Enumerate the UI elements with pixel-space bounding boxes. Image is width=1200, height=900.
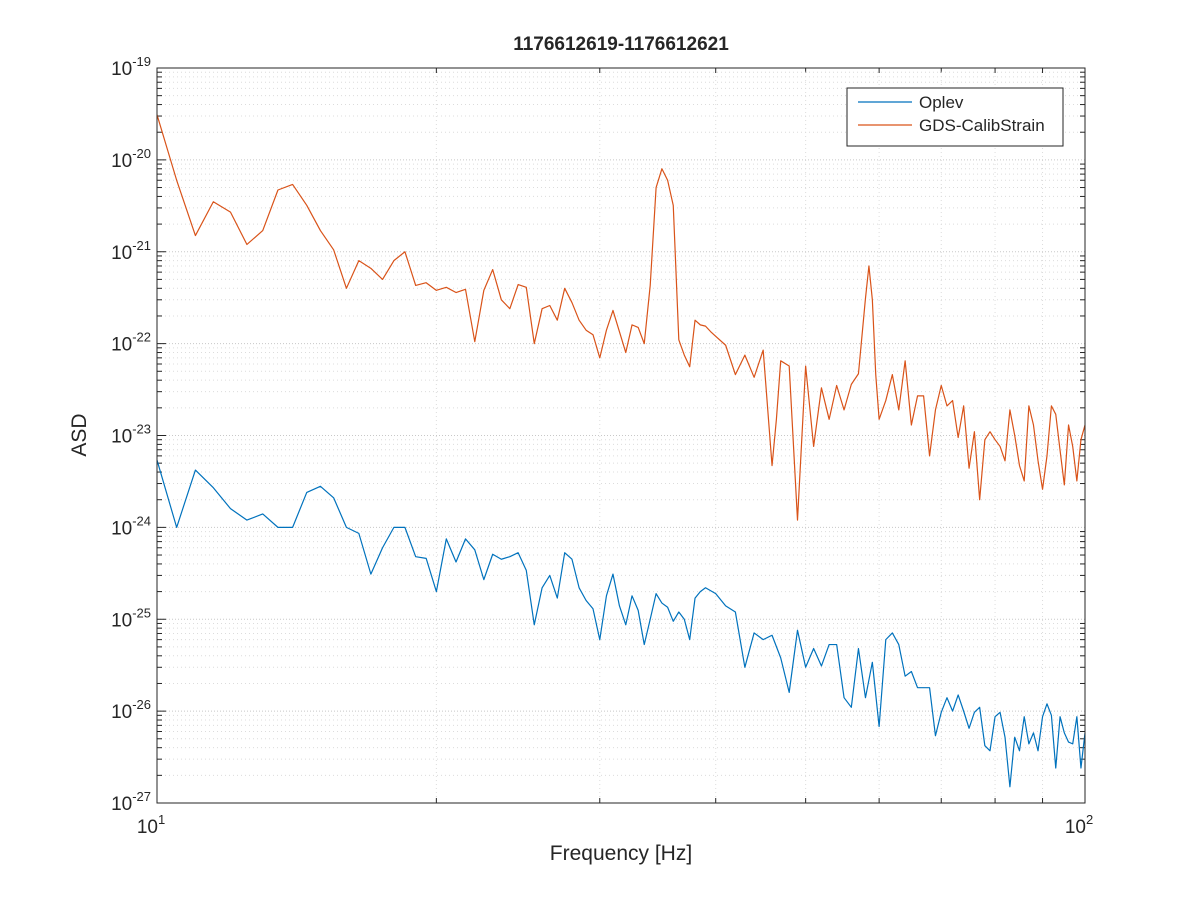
y-tick-label-exponent: -22 <box>132 330 151 345</box>
y-tick-label: 10-23 <box>111 422 151 448</box>
y-tick-label-exponent: -20 <box>132 146 151 161</box>
x-tick-label: 102 <box>1065 812 1093 838</box>
y-tick-label: 10-19 <box>111 54 151 80</box>
y-tick-label-exponent: -21 <box>132 238 151 253</box>
x-tick-label-exponent: 1 <box>158 812 165 827</box>
y-tick-label-exponent: -26 <box>132 697 151 712</box>
y-tick-label: 10-21 <box>111 238 151 264</box>
y-tick-label: 10-22 <box>111 330 151 356</box>
y-tick-label: 10-24 <box>111 513 151 539</box>
y-tick-label-base: 10 <box>111 518 132 539</box>
y-tick-label-exponent: -25 <box>132 605 151 620</box>
legend-label: GDS-CalibStrain <box>919 116 1045 135</box>
series-line <box>156 459 1086 788</box>
x-tick-label-base: 10 <box>1065 817 1086 838</box>
y-tick-label-base: 10 <box>111 243 132 264</box>
axes-box <box>156 67 1086 804</box>
x-axis-label: Frequency [Hz] <box>550 842 692 865</box>
y-tick-label-exponent: -19 <box>132 54 151 69</box>
legend: Oplev GDS-CalibStrain <box>846 87 1064 147</box>
y-tick-label: 10-26 <box>111 697 151 723</box>
y-tick-label-base: 10 <box>111 427 132 448</box>
legend-label: Oplev <box>919 93 964 112</box>
series-line <box>156 114 1086 521</box>
y-tick-label-base: 10 <box>111 794 132 815</box>
y-tick-label-base: 10 <box>111 335 132 356</box>
y-tick-label: 10-20 <box>111 146 151 172</box>
y-tick-label-base: 10 <box>111 702 132 723</box>
y-axis-label: ASD <box>68 413 91 456</box>
y-tick-label-exponent: -23 <box>132 422 151 437</box>
y-tick-label-exponent: -27 <box>132 789 151 804</box>
y-tick-label: 10-25 <box>111 605 151 631</box>
labels: 10-2710-2610-2510-2410-2310-2210-2110-20… <box>111 54 1093 838</box>
y-tick-label-base: 10 <box>111 610 132 631</box>
y-tick-label: 10-27 <box>111 789 151 815</box>
plot-area <box>156 114 1086 788</box>
chart-title: 1176612619-1176612621 <box>513 34 729 55</box>
y-tick-label-exponent: -24 <box>132 513 151 528</box>
y-tick-label-base: 10 <box>111 59 132 80</box>
x-tick-label-base: 10 <box>137 817 158 838</box>
grid <box>156 67 1086 804</box>
x-tick-label-exponent: 2 <box>1086 812 1093 827</box>
legend-box <box>846 87 1064 147</box>
y-tick-label-base: 10 <box>111 151 132 172</box>
x-tick-label: 101 <box>137 812 165 838</box>
